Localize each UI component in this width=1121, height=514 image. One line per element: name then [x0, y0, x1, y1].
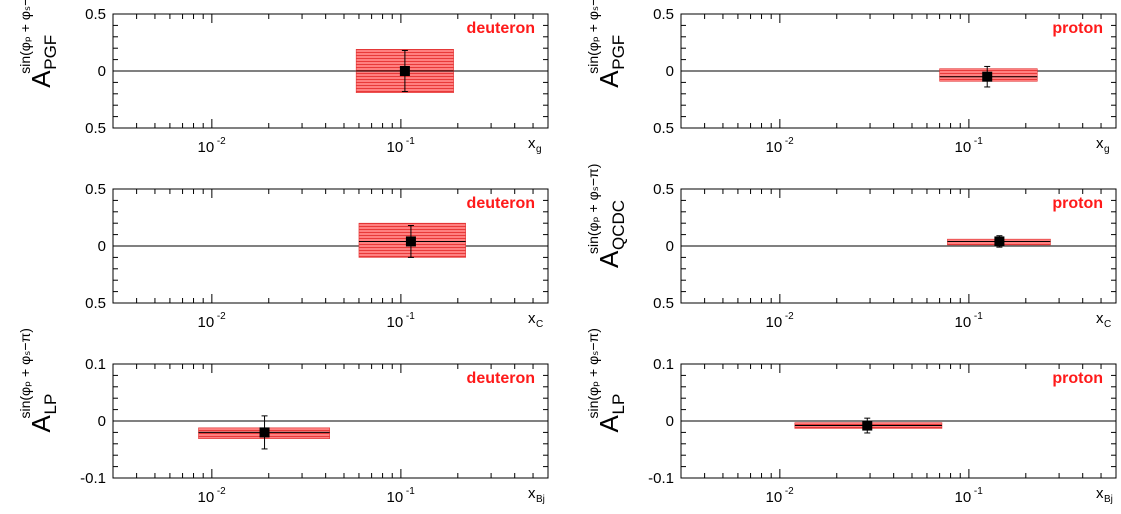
y-tick-label: 0.5 [653, 6, 674, 23]
x-tick-exponent: -2 [217, 136, 226, 147]
y-tick-label: 0 [98, 413, 106, 430]
y-tick-label: -0.1 [648, 470, 674, 487]
x-tick-exponent: -1 [974, 486, 983, 497]
x-tick-exponent: -2 [217, 311, 226, 322]
x-tick-label: 10 [387, 314, 404, 331]
y-tick-label: 0 [98, 238, 106, 255]
x-tick-exponent: -1 [406, 486, 415, 497]
data-point [982, 71, 993, 82]
y-tick-label: 0 [98, 63, 106, 80]
y-tick-label: 0 [666, 413, 674, 430]
x-axis-label-sub: g [536, 144, 542, 155]
target-label: deuteron [467, 370, 535, 387]
x-tick-exponent: -1 [974, 311, 983, 322]
x-axis-label-sub: C [1104, 319, 1111, 330]
target-label: deuteron [467, 20, 535, 37]
y-axis-label-sup: sin(φₚ + φₛ−π) [585, 164, 601, 254]
y-tick-label: 0.5 [85, 6, 106, 23]
x-tick-label: 10 [955, 314, 972, 331]
x-axis-label: x [1096, 135, 1104, 152]
y-axis-label-main: A [594, 250, 624, 268]
target-label: deuteron [467, 195, 535, 212]
y-axis-label-sub: LP [41, 394, 60, 415]
y-tick-label: 0.5 [85, 181, 106, 198]
x-tick-label: 10 [387, 489, 404, 506]
x-axis-label-sub: C [536, 319, 543, 330]
x-axis-label: x [528, 310, 536, 327]
x-tick-label: 10 [955, 139, 972, 156]
y-tick-label: 0.5 [85, 120, 106, 137]
y-axis-label-sup: sin(φₚ + φₛ−π) [17, 0, 33, 74]
y-tick-label: 0.5 [653, 120, 674, 137]
x-axis-label: x [528, 135, 536, 152]
y-axis-label-sup: sin(φₚ + φₛ−π) [17, 328, 33, 418]
x-tick-exponent: -2 [217, 486, 226, 497]
y-axis-label-sub: PGF [609, 35, 628, 70]
y-tick-label: 0 [666, 63, 674, 80]
y-axis-label-main: A [594, 415, 624, 433]
y-axis-label-sub: LP [609, 394, 628, 415]
y-axis-label-sub: PGF [41, 35, 60, 70]
y-tick-label: 0 [666, 238, 674, 255]
data-point [405, 236, 416, 247]
y-tick-label: 0.1 [85, 356, 106, 373]
x-axis-label: x [1096, 310, 1104, 327]
x-axis-label: x [528, 485, 536, 502]
y-tick-label: 0.5 [85, 295, 106, 312]
target-label: proton [1052, 370, 1103, 387]
x-tick-exponent: -2 [785, 136, 794, 147]
y-axis-label-main: A [594, 70, 624, 88]
y-tick-label: 0.5 [653, 295, 674, 312]
y-axis-label: ALP sin(φₚ + φₛ−π) [585, 328, 628, 432]
x-axis-label: x [1096, 485, 1104, 502]
y-axis-label-sup: sin(φₚ + φₛ−π) [585, 0, 601, 74]
x-tick-label: 10 [766, 489, 783, 506]
data-point [994, 236, 1005, 247]
x-tick-label: 10 [766, 139, 783, 156]
x-axis-label-sub: Bj [536, 494, 545, 505]
target-label: proton [1052, 20, 1103, 37]
x-tick-label: 10 [955, 489, 972, 506]
data-point [399, 66, 410, 76]
y-axis-label: ALP sin(φₚ + φₛ−π) [17, 328, 60, 432]
x-tick-exponent: -2 [785, 486, 794, 497]
y-axis-label-main: A [26, 70, 56, 88]
x-axis-label-sub: Bj [1104, 494, 1113, 505]
x-axis-label-sub: g [1104, 144, 1110, 155]
x-tick-label: 10 [198, 314, 215, 331]
x-tick-label: 10 [198, 139, 215, 156]
y-axis-label-sup: sin(φₚ + φₛ−π) [585, 328, 601, 418]
data-point [862, 420, 873, 431]
x-tick-label: 10 [387, 139, 404, 156]
y-tick-label: -0.1 [80, 470, 106, 487]
y-axis-label-sub: QCDC [609, 200, 628, 250]
y-axis-label-main: A [26, 415, 56, 433]
x-tick-exponent: -2 [785, 311, 794, 322]
target-label: proton [1052, 195, 1103, 212]
x-tick-label: 10 [198, 489, 215, 506]
y-tick-label: 0.5 [653, 181, 674, 198]
data-point [259, 427, 270, 438]
y-tick-label: 0.1 [653, 356, 674, 373]
x-tick-label: 10 [766, 314, 783, 331]
x-tick-exponent: -1 [974, 136, 983, 147]
x-tick-exponent: -1 [406, 136, 415, 147]
x-tick-exponent: -1 [406, 311, 415, 322]
